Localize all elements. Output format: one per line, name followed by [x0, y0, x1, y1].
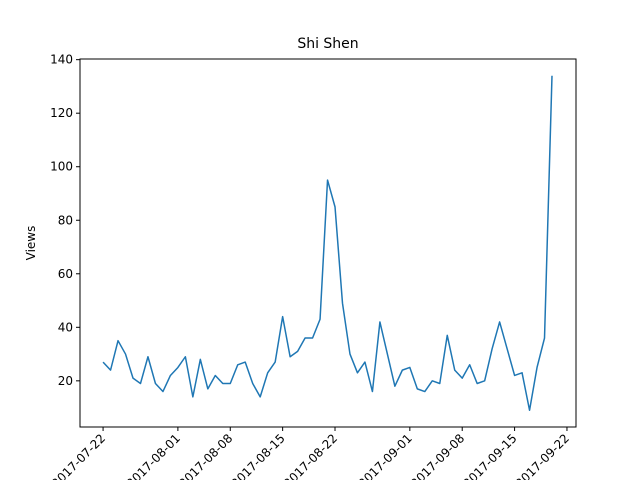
plot-frame	[79, 58, 577, 428]
y-tick-label: 140	[50, 53, 73, 67]
y-axis-label: Views	[24, 226, 38, 261]
y-tick-label: 60	[58, 267, 73, 281]
y-tick-label: 40	[58, 320, 73, 334]
y-tick-label: 20	[58, 374, 73, 388]
y-tick-label: 100	[50, 160, 73, 174]
y-tick-label: 120	[50, 106, 73, 120]
y-tick-label: 80	[58, 213, 73, 227]
chart-title: Shi Shen	[297, 36, 358, 52]
line	[102, 75, 553, 412]
